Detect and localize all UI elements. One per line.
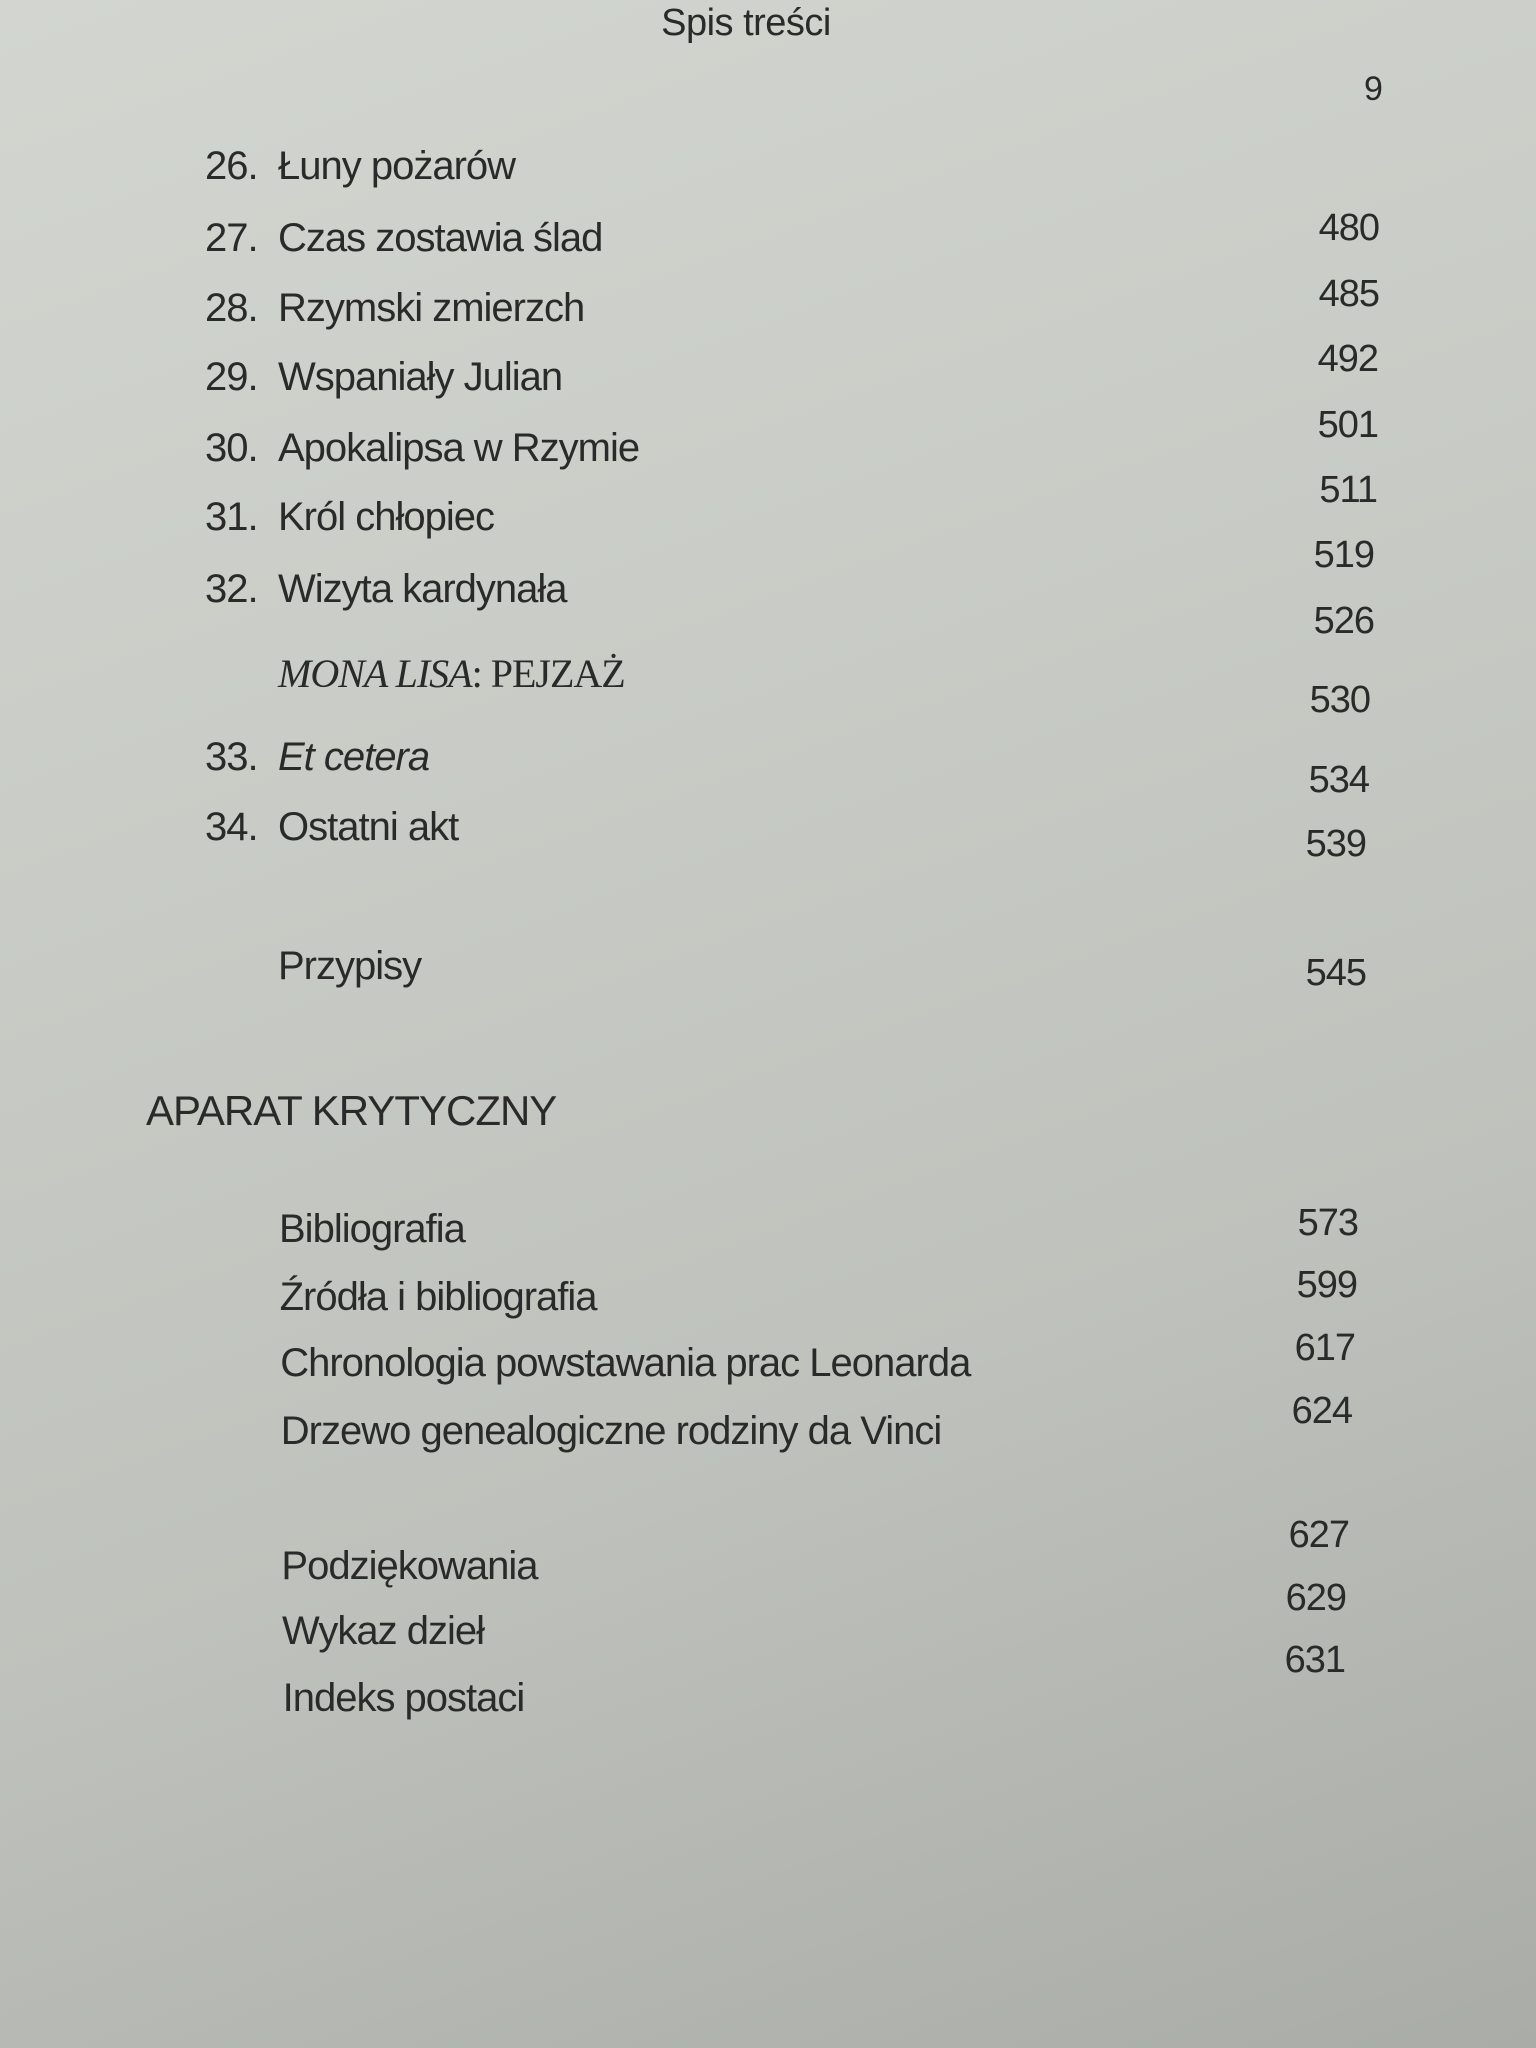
apparatus-page: 631: [1284, 1639, 1346, 1681]
entry-number: 26.: [205, 144, 259, 188]
entry-page: 480: [1318, 207, 1380, 249]
apparatus-page: 627: [1288, 1514, 1350, 1556]
entry-title: Król chłopiec: [278, 495, 495, 539]
apparatus-title: Drzewo genealogiczne rodziny da Vinci: [280, 1409, 942, 1453]
apparatus-title: Chronologia powstawania prac Leonarda: [280, 1341, 971, 1385]
entry-page: 530: [1309, 679, 1371, 721]
entry-title: Przypisy: [278, 944, 422, 988]
entry-page: 545: [1305, 952, 1367, 994]
apparatus-page: 599: [1296, 1264, 1358, 1306]
entry-title: Apokalipsa w Rzymie: [278, 426, 640, 470]
entry-page: 539: [1305, 823, 1367, 865]
entry-number: 28.: [205, 286, 259, 330]
entry-title-rest: : PEJZAŻ: [471, 651, 626, 696]
entry-title: Czas zostawia ślad: [278, 216, 603, 260]
apparatus-page: 573: [1297, 1202, 1359, 1244]
entry-title: Et cetera: [278, 735, 430, 779]
entry-title: MONA LISA: PEJZAŻ: [278, 651, 626, 696]
entry-page: 511: [1319, 469, 1378, 511]
entry-page: 501: [1317, 404, 1379, 446]
page-number: 9: [1364, 70, 1383, 108]
apparatus-page: 617: [1294, 1327, 1356, 1369]
entry-number: 30.: [205, 426, 259, 470]
entry-title: Łuny pożarów: [278, 144, 516, 188]
apparatus-title: Wykaz dzieł: [282, 1609, 485, 1653]
running-title: Spis treści: [661, 2, 831, 44]
apparatus-page: 629: [1285, 1577, 1347, 1619]
entry-title-italic: MONA LISA: [278, 651, 473, 696]
entry-number: 32.: [205, 567, 259, 611]
entry-title: Rzymski zmierzch: [278, 286, 585, 330]
apparatus-title: Źródła i bibliografia: [279, 1275, 598, 1319]
entry-title: Wspaniały Julian: [278, 355, 563, 399]
entry-page: 534: [1308, 759, 1370, 801]
entry-page: 492: [1317, 338, 1379, 380]
entry-title: Wizyta kardynała: [278, 567, 568, 611]
apparatus-title: Indeks postaci: [282, 1676, 526, 1720]
entry-page: 485: [1318, 273, 1380, 315]
entry-number: 31.: [205, 495, 259, 539]
entry-number: 29.: [205, 355, 259, 399]
entry-number: 33.: [205, 735, 259, 779]
entry-title: Ostatni akt: [278, 805, 459, 849]
entry-number: 34.: [205, 805, 259, 849]
entry-page: 526: [1313, 600, 1375, 642]
entry-number: 27.: [205, 216, 259, 260]
entry-page: 519: [1313, 534, 1375, 576]
apparatus-title: Bibliografia: [279, 1207, 466, 1251]
section-heading: APARAT KRYTYCZNY: [146, 1087, 557, 1134]
apparatus-title: Podziękowania: [281, 1544, 538, 1588]
apparatus-page: 624: [1291, 1390, 1353, 1432]
